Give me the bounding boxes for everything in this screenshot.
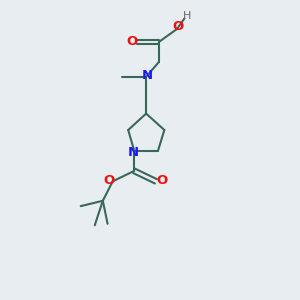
Text: H: H	[182, 11, 191, 21]
Text: O: O	[172, 20, 183, 33]
Text: O: O	[156, 174, 168, 187]
Text: O: O	[103, 174, 115, 187]
Text: O: O	[126, 34, 137, 47]
Text: N: N	[142, 69, 153, 82]
Text: N: N	[128, 146, 139, 160]
